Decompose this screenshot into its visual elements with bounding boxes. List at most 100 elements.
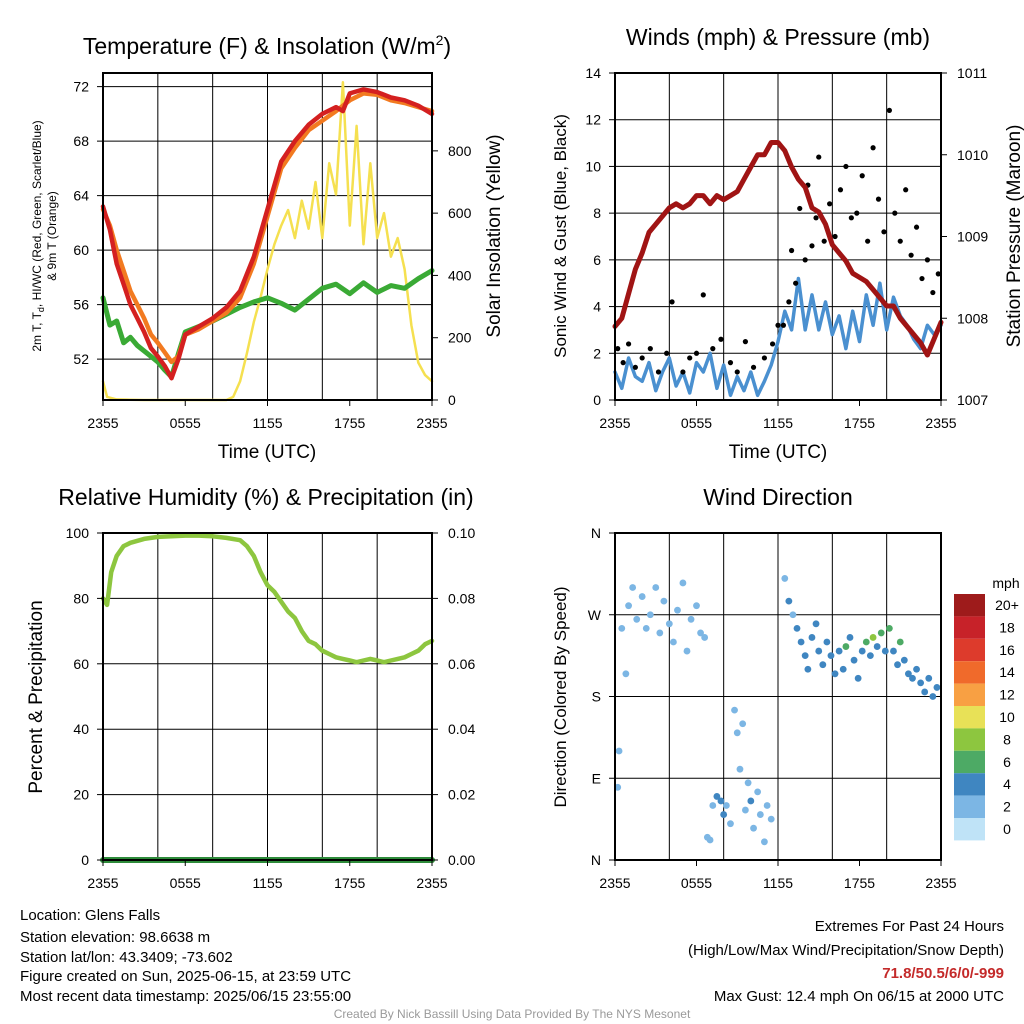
direction-point bbox=[638, 593, 646, 600]
temperature-ylabel-b: d bbox=[36, 307, 46, 312]
gust-point bbox=[664, 350, 670, 356]
gust-point bbox=[881, 229, 887, 235]
legend-label-2: 16 bbox=[999, 642, 1015, 658]
ytick-label-0: N bbox=[591, 852, 601, 868]
direction-point bbox=[706, 836, 714, 844]
gust-point bbox=[832, 233, 838, 240]
y2tick-label-4: 0.08 bbox=[448, 590, 475, 606]
xtick-label-1: 0555 bbox=[170, 875, 201, 891]
info-created: Figure created on Sun, 2025-06-15, at 23… bbox=[20, 968, 352, 985]
ytick-label-2: 40 bbox=[73, 721, 89, 737]
gust-point bbox=[669, 299, 675, 305]
legend-swatch-0 bbox=[954, 594, 985, 617]
direction-point bbox=[761, 838, 768, 846]
temperature-ylabel-a: 2m T, T bbox=[30, 311, 44, 351]
y2tick-label-1: 0.02 bbox=[448, 787, 475, 803]
gust-point bbox=[924, 257, 931, 263]
xtick-label-3: 1755 bbox=[844, 415, 875, 431]
temperature-xlabel: Time (UTC) bbox=[218, 442, 317, 463]
direction-point bbox=[625, 602, 632, 610]
direction-point bbox=[687, 615, 695, 623]
ytick-label-5: 10 bbox=[585, 158, 601, 174]
winds-panel: Winds (mph) & Pressure (mb) 2355 0555 1155… bbox=[551, 24, 1024, 463]
gust-point bbox=[680, 369, 686, 375]
xtick-label-3: 1755 bbox=[334, 875, 365, 891]
direction-point bbox=[812, 620, 820, 628]
direction-ticks: 2355 0555 1155 1755 2355 N E S W N bbox=[588, 525, 957, 891]
gust-point bbox=[655, 369, 662, 375]
humidity-ticks: 2355 0555 1155 1755 2355 0 20 40 60 80 100 0.00 0.02… bbox=[66, 525, 476, 891]
direction-point bbox=[896, 638, 904, 646]
ytick-label-5: 72 bbox=[73, 79, 89, 95]
direction-point bbox=[929, 693, 937, 700]
direction-point bbox=[642, 624, 650, 632]
gust-point bbox=[761, 355, 768, 361]
gust-point bbox=[821, 238, 827, 244]
gust-point bbox=[647, 346, 653, 352]
y2tick-label-3: 1010 bbox=[957, 147, 988, 163]
humidity-ylabel: Percent & Precipitation bbox=[26, 600, 47, 793]
legend-label-4: 12 bbox=[999, 687, 1015, 703]
wind-line bbox=[613, 276, 943, 398]
direction-point bbox=[674, 606, 681, 614]
gust-point bbox=[903, 187, 909, 193]
y2tick-label-5: 0.10 bbox=[448, 525, 475, 541]
gust-point bbox=[788, 247, 795, 254]
gust-point bbox=[908, 252, 914, 258]
xtick-label-0: 2355 bbox=[87, 875, 118, 891]
gust-point bbox=[632, 364, 638, 370]
gust-point bbox=[775, 322, 781, 328]
direction-point bbox=[793, 624, 801, 632]
extremes-subtitle: (High/Low/Max Wind/Precipitation/Snow De… bbox=[688, 942, 1004, 959]
legend-swatch-3 bbox=[954, 661, 985, 684]
xtick-label-1: 0555 bbox=[681, 415, 712, 431]
direction-point bbox=[754, 788, 762, 796]
gust-point bbox=[865, 238, 871, 244]
info-elevation: Station elevation: 98.6638 m bbox=[20, 929, 211, 946]
direction-point bbox=[913, 665, 920, 673]
direction-point bbox=[660, 597, 668, 605]
legend-label-7: 6 bbox=[1003, 754, 1011, 770]
direction-point bbox=[846, 634, 854, 641]
legend-swatch-2 bbox=[954, 638, 985, 662]
ytick-label-4: 68 bbox=[73, 133, 89, 149]
winds-title: Winds (mph) & Pressure (mb) bbox=[626, 24, 930, 50]
gust-point bbox=[892, 210, 898, 216]
winds-xlabel: Time (UTC) bbox=[729, 442, 828, 463]
gust-point bbox=[897, 238, 903, 244]
direction-point bbox=[831, 670, 839, 678]
gust-point bbox=[793, 280, 799, 286]
info-recent: Most recent data timestamp: 2025/06/15 2… bbox=[20, 988, 352, 1005]
direction-point bbox=[750, 824, 757, 832]
direction-points bbox=[614, 575, 941, 846]
gust-point bbox=[843, 163, 849, 170]
ytick-label-1: 2 bbox=[593, 345, 601, 361]
humidity-title: Relative Humidity (%) & Precipitation (i… bbox=[58, 484, 473, 510]
xtick-label-2: 1155 bbox=[763, 875, 793, 891]
direction-point bbox=[909, 674, 916, 682]
humidity-panel: Relative Humidity (%) & Precipitation (i… bbox=[26, 484, 475, 891]
temperature-ticks: 2355 0555 1155 1755 2355 52 56 60 64 68 72 0 200 400 6… bbox=[73, 79, 471, 431]
direction-point bbox=[850, 656, 858, 664]
gust-point bbox=[913, 224, 920, 230]
gust-point bbox=[813, 215, 819, 221]
ytick-label-1: 56 bbox=[73, 297, 89, 313]
direction-point bbox=[614, 783, 622, 791]
direction-point bbox=[873, 643, 881, 650]
ytick-label-2: 4 bbox=[593, 299, 601, 315]
ytick-label-0: 0 bbox=[81, 852, 89, 868]
gust-point bbox=[710, 346, 716, 352]
gust-point bbox=[718, 336, 724, 342]
gust-point bbox=[854, 210, 860, 216]
winds-ticks: 2355 0555 1155 1755 2355 0 2 4 6 8 10 12 14 1007 1008 1… bbox=[585, 65, 988, 431]
direction-point bbox=[789, 611, 797, 619]
xtick-label-1: 0555 bbox=[681, 875, 712, 891]
legend-label-10: 0 bbox=[1003, 821, 1011, 837]
direction-point bbox=[665, 620, 673, 628]
xtick-label-1: 0555 bbox=[170, 415, 201, 431]
direction-point bbox=[801, 652, 809, 660]
legend-label-5: 10 bbox=[999, 709, 1015, 725]
gust-point bbox=[620, 360, 626, 366]
direction-point bbox=[722, 802, 730, 809]
temperature-ylabel-1: 2m T, Td, HI/WC (Red, Green, Scarlet/Blu… bbox=[30, 120, 46, 351]
